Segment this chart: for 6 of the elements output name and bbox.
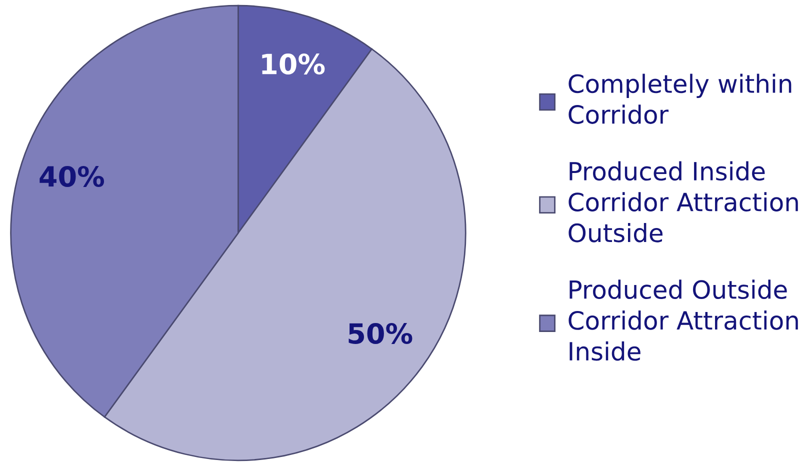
data-label: 50% — [348, 322, 412, 344]
legend-label: Completely within Corridor — [568, 74, 792, 124]
data-label: 40% — [40, 166, 104, 187]
legend-label: Produced Outside Corridor Attraction Inside — [568, 280, 798, 361]
legend-label: Produced Inside Corridor Attraction Outside — [568, 161, 798, 242]
data-label: 10% — [262, 54, 325, 75]
